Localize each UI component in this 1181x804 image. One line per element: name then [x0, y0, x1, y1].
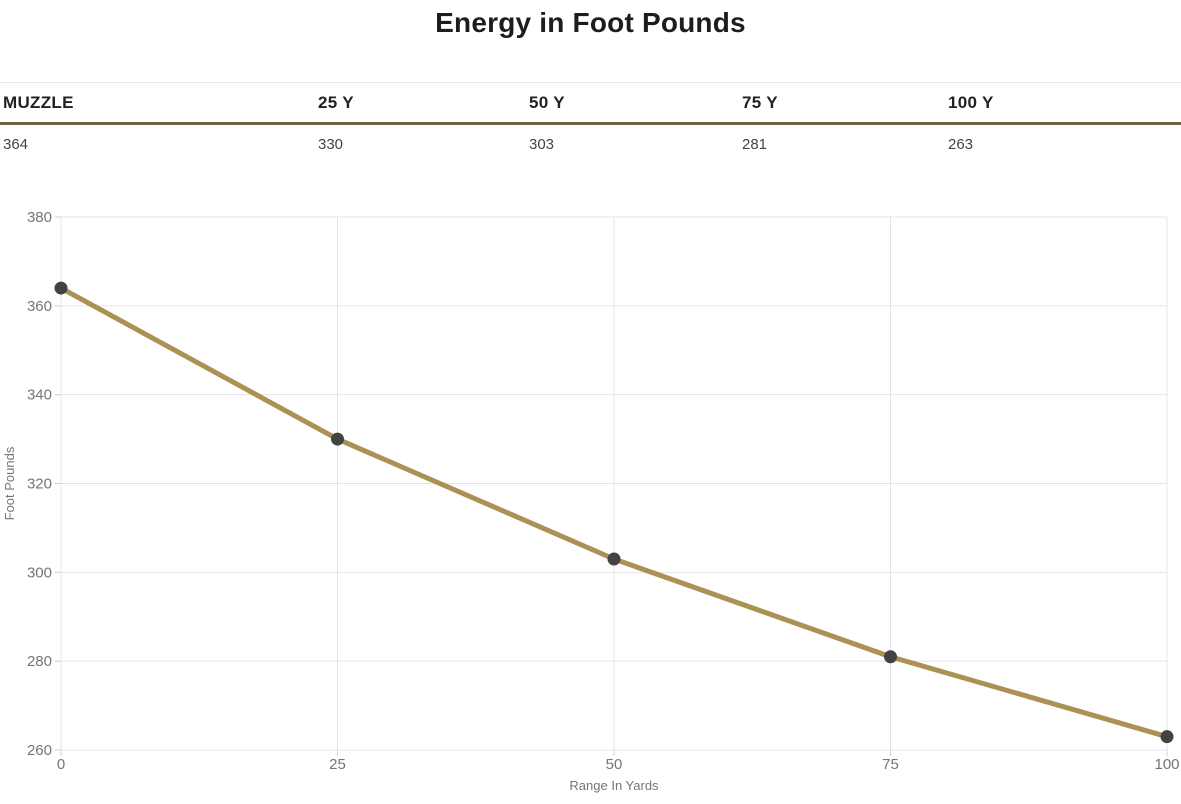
table-header-25-y: 25 Y	[315, 82, 526, 125]
energy-table-header-row: MUZZLE 25 Y 50 Y 75 Y 100 Y	[0, 82, 1181, 125]
y-tick-label: 260	[27, 742, 52, 759]
data-point-marker[interactable]	[607, 552, 621, 566]
table-cell: 364	[3, 136, 29, 153]
y-tick-label: 360	[27, 298, 52, 315]
chart-container: 260 280 300 320 340 360 380 0 25 50 75 100 Foot Poun…	[0, 199, 1181, 799]
y-tick-label: 340	[27, 387, 52, 404]
energy-table-head: MUZZLE 25 Y 50 Y 75 Y 100 Y	[0, 82, 1181, 125]
data-point-marker[interactable]	[884, 650, 897, 664]
table-header-100-y: 100 Y	[945, 82, 1181, 125]
x-axis-title: Range In Yards	[569, 778, 659, 793]
x-tick-label: 0	[57, 756, 65, 773]
energy-line-chart: 260 280 300 320 340 360 380 0 25 50 75 100 Foot Poun…	[2, 209, 1180, 793]
page-title: Energy in Foot Pounds	[435, 7, 746, 38]
energy-table: MUZZLE 25 Y 50 Y 75 Y 100 Y 364 330 303 281 263	[0, 82, 1181, 163]
x-tick-label: 100	[1154, 756, 1179, 773]
table-header-muzzle: MUZZLE	[0, 82, 315, 125]
y-tick-label: 300	[27, 564, 52, 581]
table-row: 364 330 303 281 263	[0, 124, 1181, 164]
x-tick-label: 75	[882, 756, 899, 773]
table-header-50-y: 50 Y	[526, 82, 739, 125]
table-header-75-y: 75 Y	[739, 82, 945, 125]
y-axis-title: Foot Pounds	[2, 446, 17, 520]
y-tick-label: 280	[27, 653, 52, 670]
table-cell: 263	[948, 136, 974, 153]
energy-table-body: 364 330 303 281 263	[0, 124, 1181, 164]
y-tick-label: 320	[27, 476, 52, 493]
table-cell: 281	[742, 136, 768, 153]
x-tick-label: 25	[329, 756, 346, 773]
y-tick-label: 380	[27, 209, 52, 226]
table-cell: 330	[318, 136, 344, 153]
data-point-marker[interactable]	[1160, 730, 1174, 744]
data-point-marker[interactable]	[54, 281, 68, 295]
x-tick-label: 50	[606, 756, 623, 773]
data-point-marker[interactable]	[331, 432, 344, 446]
table-cell: 303	[529, 136, 555, 153]
